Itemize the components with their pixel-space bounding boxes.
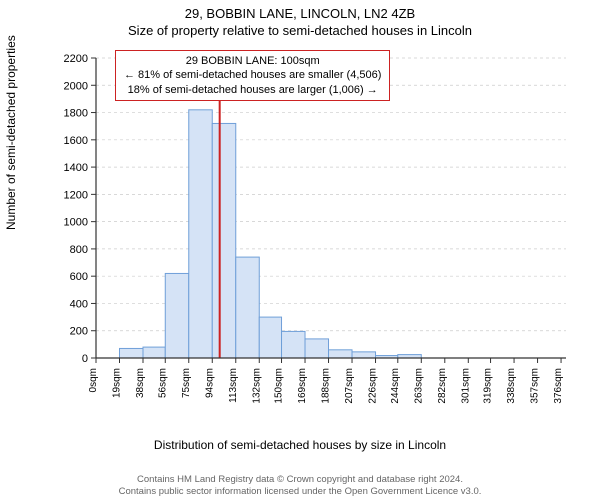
svg-text:600: 600 (70, 271, 88, 283)
svg-text:338sqm: 338sqm (506, 368, 517, 404)
svg-text:1600: 1600 (64, 135, 88, 147)
svg-text:56sqm: 56sqm (157, 368, 168, 398)
svg-text:282sqm: 282sqm (437, 368, 448, 404)
svg-text:19sqm: 19sqm (112, 368, 123, 398)
info-line-smaller: ← 81% of semi-detached houses are smalle… (124, 68, 381, 82)
info-line-size: 29 BOBBIN LANE: 100sqm (124, 54, 381, 68)
svg-text:2000: 2000 (64, 80, 88, 92)
svg-text:1800: 1800 (64, 108, 88, 120)
svg-text:400: 400 (70, 298, 88, 310)
svg-text:132sqm: 132sqm (251, 368, 262, 404)
svg-text:244sqm: 244sqm (390, 368, 401, 404)
svg-text:1000: 1000 (64, 217, 88, 229)
chart-container: 29, BOBBIN LANE, LINCOLN, LN2 4ZB Size o… (0, 0, 600, 500)
info-annotation-box: 29 BOBBIN LANE: 100sqm ← 81% of semi-det… (115, 50, 390, 101)
svg-text:301sqm: 301sqm (460, 368, 471, 404)
info-line-larger: 18% of semi-detached houses are larger (… (124, 83, 381, 97)
svg-text:94sqm: 94sqm (204, 368, 215, 398)
footer-line-1: Contains HM Land Registry data © Crown c… (0, 474, 600, 486)
x-axis-label: Distribution of semi-detached houses by … (0, 438, 600, 452)
svg-text:800: 800 (70, 244, 88, 256)
svg-text:75sqm: 75sqm (181, 368, 192, 398)
svg-text:0: 0 (82, 353, 88, 365)
svg-text:1400: 1400 (64, 162, 88, 174)
chart-title-address: 29, BOBBIN LANE, LINCOLN, LN2 4ZB (0, 0, 600, 21)
svg-text:188sqm: 188sqm (321, 368, 332, 404)
svg-text:200: 200 (70, 326, 88, 338)
svg-text:263sqm: 263sqm (413, 368, 424, 404)
svg-text:319sqm: 319sqm (483, 368, 494, 404)
svg-text:150sqm: 150sqm (274, 368, 285, 404)
svg-text:2200: 2200 (64, 53, 88, 65)
svg-text:113sqm: 113sqm (228, 368, 239, 403)
svg-text:207sqm: 207sqm (344, 368, 355, 404)
svg-text:357sqm: 357sqm (530, 368, 541, 404)
chart-plot-area: 0 200 400 600 800 1000 1200 1400 1600 1800 2000 220… (64, 46, 574, 416)
footer-attribution: Contains HM Land Registry data © Crown c… (0, 474, 600, 498)
svg-text:169sqm: 169sqm (297, 368, 308, 404)
histogram-svg: 0 200 400 600 800 1000 1200 1400 1600 1800 2000 220… (64, 46, 574, 416)
svg-text:376sqm: 376sqm (553, 368, 564, 404)
svg-text:0sqm: 0sqm (88, 368, 99, 392)
y-axis-label: Number of semi-detached properties (4, 35, 18, 230)
footer-line-2: Contains public sector information licen… (0, 486, 600, 498)
svg-text:38sqm: 38sqm (135, 368, 146, 398)
svg-text:226sqm: 226sqm (368, 368, 379, 404)
chart-title-subtitle: Size of property relative to semi-detach… (0, 21, 600, 38)
svg-text:1200: 1200 (64, 189, 88, 201)
